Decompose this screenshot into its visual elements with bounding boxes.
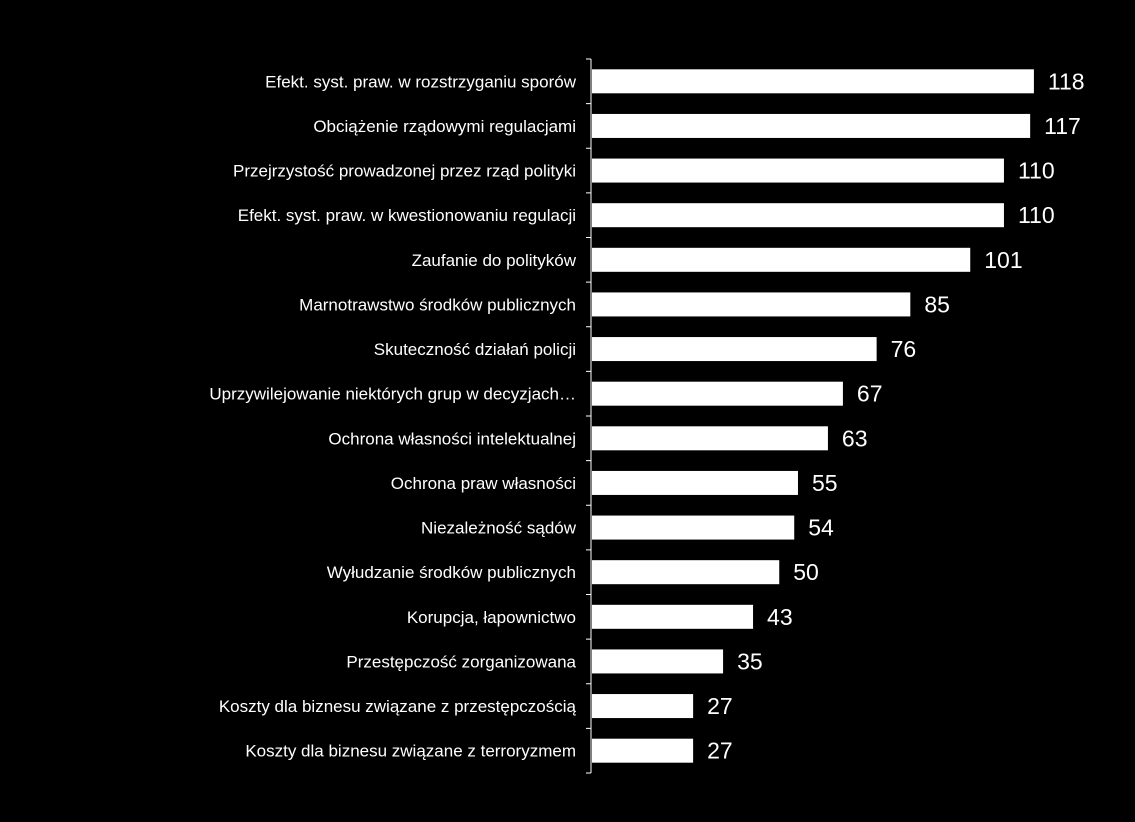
bar — [592, 69, 1034, 94]
category-label: Niezależność sądów — [421, 519, 577, 538]
bar — [592, 738, 694, 763]
bar — [592, 158, 1004, 183]
category-label: Skuteczność działań policji — [374, 340, 576, 359]
category-label: Korupcja, łapownictwo — [407, 608, 576, 627]
value-label: 76 — [891, 336, 917, 362]
bar — [592, 515, 795, 540]
category-label: Zaufanie do polityków — [412, 251, 577, 270]
category-label: Koszty dla biznesu związane z przestępcz… — [219, 697, 577, 716]
value-label: 27 — [707, 693, 733, 719]
bar — [592, 694, 694, 719]
bar — [592, 247, 971, 272]
value-label: 117 — [1044, 113, 1081, 139]
bar — [592, 604, 754, 629]
bar — [592, 426, 828, 451]
value-label: 118 — [1048, 68, 1085, 94]
bars-group — [592, 69, 1034, 763]
value-label: 67 — [857, 381, 883, 407]
bar — [592, 292, 911, 317]
category-label: Przejrzystość prowadzonej przez rząd pol… — [233, 162, 576, 181]
category-label: Ochrona własności intelektualnej — [328, 429, 576, 448]
value-label: 110 — [1018, 158, 1055, 184]
bar — [592, 203, 1004, 228]
category-label: Ochrona praw własności — [391, 474, 576, 493]
bar — [592, 113, 1031, 138]
value-label: 110 — [1018, 202, 1055, 228]
value-label: 54 — [808, 515, 834, 541]
value-label: 63 — [842, 425, 868, 451]
category-labels: Efekt. syst. praw. w rozstrzyganiu sporó… — [209, 72, 576, 760]
value-label: 55 — [812, 470, 838, 496]
axis-ticks — [586, 58, 591, 774]
bar — [592, 337, 877, 362]
value-label: 43 — [767, 604, 793, 630]
bar — [592, 649, 724, 674]
category-label: Marnotrawstwo środków publicznych — [299, 295, 576, 314]
value-label: 101 — [984, 247, 1022, 273]
category-label: Wyłudzanie środków publicznych — [327, 563, 576, 582]
category-label: Efekt. syst. praw. w kwestionowaniu regu… — [238, 206, 576, 225]
bar — [592, 470, 798, 495]
bar — [592, 560, 780, 585]
value-label: 50 — [793, 559, 819, 585]
category-label: Koszty dla biznesu związane z terroryzme… — [245, 742, 576, 761]
value-label: 85 — [924, 291, 950, 317]
value-label: 35 — [737, 648, 763, 674]
bar — [592, 381, 843, 406]
category-label: Przestępczość zorganizowana — [346, 652, 576, 671]
category-label: Efekt. syst. praw. w rozstrzyganiu sporó… — [265, 72, 577, 91]
category-label: Obciążenie rządowymi regulacjami — [313, 117, 576, 136]
category-label: Uprzywilejowanie niektórych grup w decyz… — [209, 385, 576, 404]
value-label: 27 — [707, 738, 733, 764]
